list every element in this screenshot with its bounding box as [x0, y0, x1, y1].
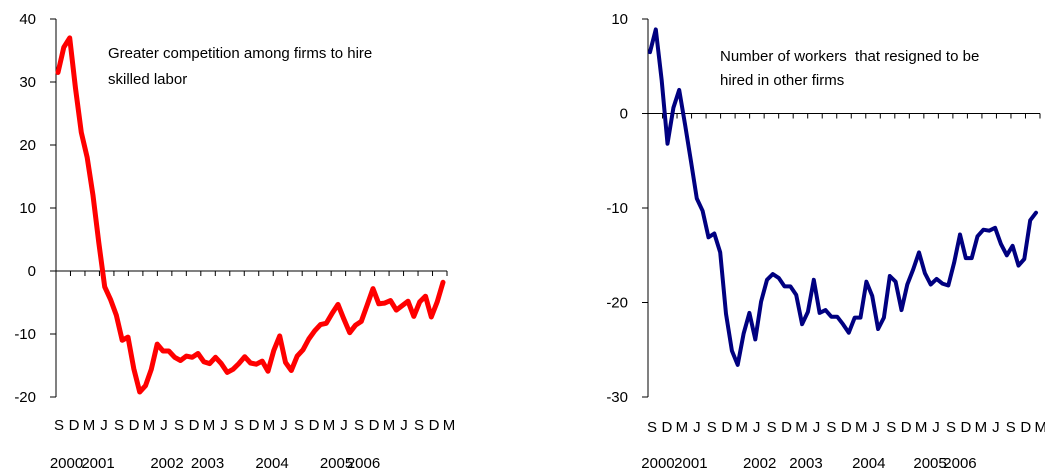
- y-tick-label: 20: [19, 137, 36, 154]
- x-month-label: M: [323, 417, 336, 434]
- chart-workers-resigned: 100-10-20-30S D M J S D M J S D M J S D M J S D M J S D M J S D M2…: [606, 11, 1045, 472]
- x-month-label: M: [203, 417, 216, 434]
- x-month-label: S: [647, 419, 657, 436]
- x-month-label: S: [707, 419, 717, 436]
- x-month-label: D: [781, 419, 792, 436]
- x-year-label: 2001: [81, 455, 114, 472]
- x-month-label: M: [735, 419, 748, 436]
- x-month-label: S: [826, 419, 836, 436]
- x-month-label: S: [114, 417, 124, 434]
- x-year-label: 2000: [641, 455, 674, 472]
- y-tick-label: -10: [14, 326, 36, 343]
- x-year-label: 2001: [674, 455, 707, 472]
- x-month-label: M: [143, 417, 156, 434]
- x-month-label: J: [813, 419, 821, 436]
- x-month-label: J: [932, 419, 940, 436]
- x-month-label: D: [309, 417, 320, 434]
- x-month-label: S: [294, 417, 304, 434]
- x-month-label: M: [795, 419, 808, 436]
- x-month-label: J: [340, 417, 348, 434]
- x-month-label: S: [54, 417, 64, 434]
- x-month-label: S: [946, 419, 956, 436]
- x-month-label: J: [693, 419, 701, 436]
- x-year-label: 2000: [50, 455, 83, 472]
- y-tick-label: 10: [19, 200, 36, 217]
- x-month-label: M: [443, 417, 456, 434]
- x-month-label: D: [69, 417, 80, 434]
- x-month-label: D: [189, 417, 200, 434]
- x-month-label: M: [855, 419, 868, 436]
- x-month-label: D: [1020, 419, 1031, 436]
- x-month-label: M: [676, 419, 689, 436]
- x-year-label: 2002: [150, 455, 183, 472]
- x-month-label: M: [975, 419, 988, 436]
- x-month-label: J: [280, 417, 288, 434]
- x-month-label: D: [841, 419, 852, 436]
- y-tick-label: -10: [606, 200, 628, 217]
- y-tick-label: -20: [14, 389, 36, 406]
- y-tick-label: 0: [28, 263, 36, 280]
- x-year-label: 2005: [320, 455, 353, 472]
- x-year-label: 2006: [347, 455, 380, 472]
- chart-annotation: hired in other firms: [720, 72, 844, 89]
- x-year-label: 2003: [789, 455, 822, 472]
- x-month-label: M: [915, 419, 928, 436]
- x-month-label: S: [767, 419, 777, 436]
- chart-annotation: Greater competition among firms to hire: [108, 45, 372, 62]
- x-month-label: J: [992, 419, 1000, 436]
- x-month-label: D: [901, 419, 912, 436]
- x-month-label: S: [234, 417, 244, 434]
- x-month-label: J: [100, 417, 108, 434]
- y-tick-label: 10: [611, 11, 628, 28]
- y-tick-label: 40: [19, 11, 36, 28]
- x-month-label: J: [160, 417, 168, 434]
- x-month-label: S: [1006, 419, 1016, 436]
- x-year-label: 2006: [943, 455, 976, 472]
- chart-annotation: skilled labor: [108, 71, 187, 88]
- chart-annotation: Number of workers that resigned to be: [720, 48, 979, 65]
- x-year-label: 2002: [743, 455, 776, 472]
- x-month-label: S: [414, 417, 424, 434]
- x-month-label: M: [1034, 419, 1045, 436]
- x-year-label: 2005: [913, 455, 946, 472]
- x-month-label: J: [400, 417, 408, 434]
- x-month-label: J: [873, 419, 881, 436]
- x-month-label: S: [354, 417, 364, 434]
- series-line: [55, 35, 446, 395]
- x-month-label: J: [220, 417, 228, 434]
- x-month-label: D: [429, 417, 440, 434]
- y-tick-label: -20: [606, 295, 628, 312]
- x-month-label: D: [129, 417, 140, 434]
- x-month-label: S: [886, 419, 896, 436]
- x-month-label: M: [83, 417, 96, 434]
- x-month-label: D: [369, 417, 380, 434]
- x-month-label: M: [263, 417, 276, 434]
- x-month-label: D: [249, 417, 260, 434]
- x-year-label: 2004: [852, 455, 885, 472]
- x-month-label: D: [662, 419, 673, 436]
- x-month-label: J: [753, 419, 761, 436]
- x-month-label: D: [721, 419, 732, 436]
- x-year-label: 2004: [255, 455, 288, 472]
- x-month-label: D: [961, 419, 972, 436]
- x-year-label: 2003: [191, 455, 224, 472]
- y-tick-label: 30: [19, 74, 36, 91]
- y-tick-label: 0: [620, 106, 628, 123]
- x-month-label: M: [383, 417, 396, 434]
- series-line: [648, 27, 1038, 367]
- x-month-label: S: [174, 417, 184, 434]
- y-tick-label: -30: [606, 389, 628, 406]
